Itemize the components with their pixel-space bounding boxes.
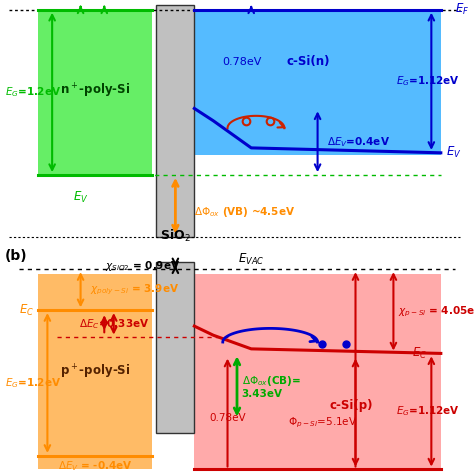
Bar: [194, 274, 441, 469]
Text: p$^+$-poly-Si: p$^+$-poly-Si: [60, 363, 130, 381]
Text: $\Delta\Phi_{ox}$(CB)=
3.43eV: $\Delta\Phi_{ox}$(CB)= 3.43eV: [242, 374, 301, 399]
Bar: [156, 263, 194, 433]
Text: $\Phi_{p-Si}$=5.1eV: $\Phi_{p-Si}$=5.1eV: [288, 416, 357, 430]
Text: $\chi_{SiO2}$ = 0.9eV: $\chi_{SiO2}$ = 0.9eV: [105, 259, 180, 273]
Text: $E_V$: $E_V$: [73, 190, 88, 205]
Text: $\Delta E_V$ = -0.4eV: $\Delta E_V$ = -0.4eV: [57, 459, 132, 473]
Text: c-Si(p): c-Si(p): [329, 399, 373, 412]
Text: 0.78eV: 0.78eV: [222, 56, 262, 67]
Text: $E_F$: $E_F$: [455, 2, 469, 18]
Text: 0.78eV: 0.78eV: [209, 413, 246, 423]
Text: $\chi_{p-Si}$ = 4.05eV: $\chi_{p-Si}$ = 4.05eV: [398, 304, 474, 319]
Text: $E_G$=1.12eV: $E_G$=1.12eV: [396, 404, 460, 419]
Text: $E_G$=1.2eV: $E_G$=1.2eV: [5, 85, 61, 100]
Text: $E_G$=1.12eV: $E_G$=1.12eV: [396, 74, 460, 88]
Text: $E_G$=1.2eV: $E_G$=1.2eV: [5, 376, 61, 390]
Bar: [156, 5, 194, 237]
Text: $\Delta E_C$=0.33eV: $\Delta E_C$=0.33eV: [79, 317, 149, 331]
Text: c-Si(n): c-Si(n): [286, 55, 330, 68]
Text: $E_C$: $E_C$: [412, 346, 428, 361]
Bar: [38, 12, 152, 177]
Text: $\Delta E_V$=0.4eV: $\Delta E_V$=0.4eV: [327, 135, 390, 149]
Text: (b): (b): [5, 249, 27, 263]
Text: $\Delta\Phi_{ox}$ (VB) ~4.5eV: $\Delta\Phi_{ox}$ (VB) ~4.5eV: [194, 205, 295, 219]
Bar: [38, 274, 152, 469]
Text: $E_{VAC}$: $E_{VAC}$: [238, 252, 264, 267]
Bar: [194, 12, 441, 155]
Text: $E_V$: $E_V$: [446, 145, 461, 160]
Text: $E_C$: $E_C$: [19, 302, 34, 318]
Text: n$^+$-poly-Si: n$^+$-poly-Si: [60, 82, 130, 100]
Text: SiO$_2$: SiO$_2$: [160, 228, 191, 244]
Text: $\chi_{poly-Si}$ = 3.9eV: $\chi_{poly-Si}$ = 3.9eV: [90, 283, 179, 297]
